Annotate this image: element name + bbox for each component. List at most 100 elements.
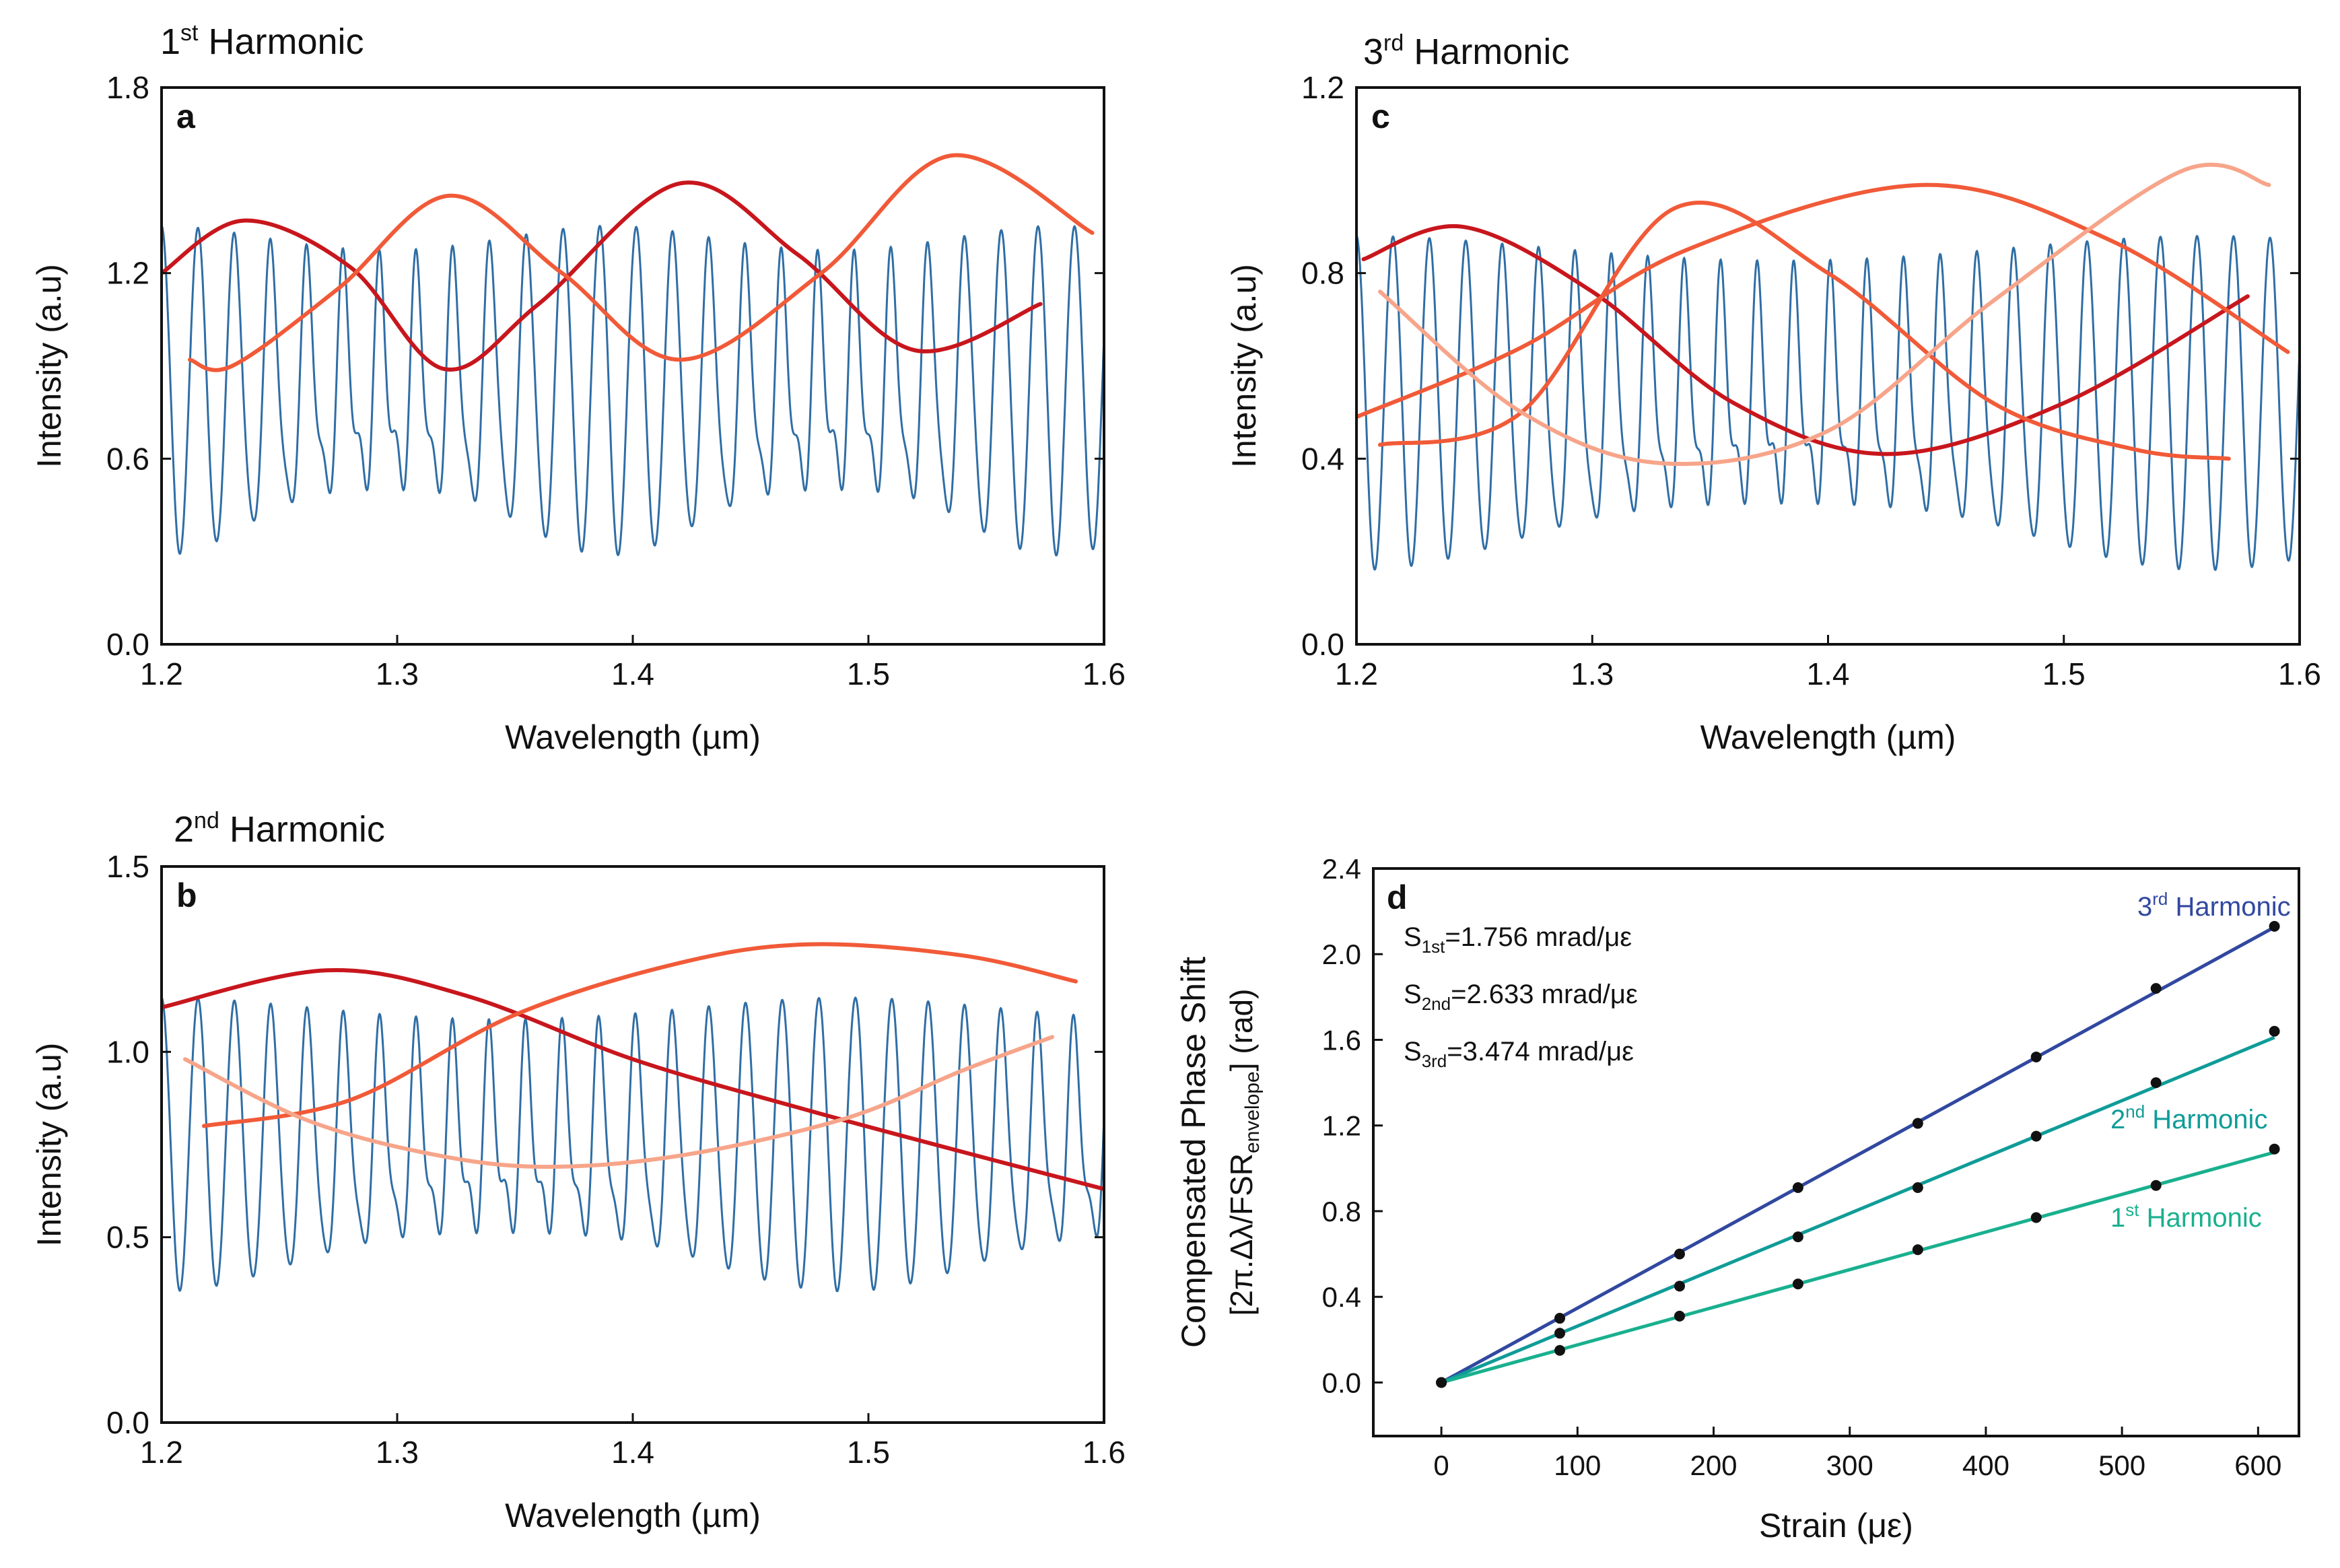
- panel-a-ylabel: Intensity (a.u): [30, 264, 68, 468]
- panel-d-point-3: [2150, 983, 2162, 994]
- panel-c-ytick-label: 0.4: [1301, 441, 1344, 476]
- panel-b-ytick-label: 1.5: [106, 849, 149, 884]
- panel-d-ytick-label: 1.2: [1322, 1110, 1361, 1142]
- panel-a-ytick-label: 0.6: [106, 441, 149, 476]
- panel-a-xtick-label: 1.5: [847, 656, 890, 691]
- panel-c-xlabel: Wavelength (µm): [1700, 718, 1956, 756]
- panel-d-point-1: [1554, 1344, 1566, 1356]
- panel-a-ytick-label: 1.8: [106, 70, 149, 105]
- panel-d-point-2: [2269, 1025, 2280, 1037]
- panel-c-signal-line: [1356, 234, 2300, 571]
- panel-d-ytick-label: 2.0: [1322, 939, 1361, 970]
- panel-d: d 3rd Harmonic 2nd Harmonic 1st Harmonic S1s…: [1175, 853, 2300, 1544]
- panel-d-label: d: [1387, 879, 1408, 916]
- panel-d-point-2: [1554, 1328, 1566, 1339]
- panel-d-xtick-label: 200: [1690, 1450, 1737, 1481]
- panel-a: 1st Harmonic a 1.2 1.3 1.4 1.5 1.6 0.0 0.6 1.2 1.8…: [30, 20, 1126, 756]
- panel-d-fit-line-3: [1440, 925, 2275, 1384]
- panel-b-title: 2nd Harmonic: [174, 808, 385, 850]
- panel-d-point-1: [1792, 1279, 1803, 1290]
- panel-b-xtick-label: 1.3: [376, 1435, 419, 1470]
- panel-c-xtick-label: 1.6: [2278, 656, 2321, 691]
- panel-c-xtick-label: 1.5: [2042, 656, 2086, 691]
- panel-a-xtick-label: 1.6: [1082, 656, 1126, 691]
- panel-d-xtick-label: 500: [2098, 1450, 2145, 1481]
- panel-d-point-1: [2150, 1180, 2162, 1191]
- panel-d-xtick-label: 400: [1962, 1450, 2009, 1481]
- panel-c-ylabel: Intensity (a.u): [1225, 264, 1263, 468]
- panel-d-point-3: [1554, 1313, 1566, 1324]
- panel-c-title: 3rd Harmonic: [1363, 30, 1569, 72]
- panel-b-xtick-label: 1.6: [1082, 1435, 1126, 1470]
- panel-b-xlabel: Wavelength (µm): [505, 1497, 761, 1534]
- panel-d-sensitivity-1: S1st=1.756 mrad/με: [1404, 922, 1632, 957]
- panel-d-ytick-label: 0.0: [1322, 1367, 1361, 1398]
- panel-b-envelope-1: [162, 967, 1104, 1192]
- panel-d-ytick-label: 1.6: [1322, 1024, 1361, 1056]
- panel-d-point-2: [1792, 1231, 1803, 1243]
- panel-a-title: 1st Harmonic: [160, 20, 364, 62]
- panel-d-series-label-1: 1st Harmonic: [2110, 1200, 2262, 1233]
- panel-d-fit-line-1: [1441, 1151, 2275, 1384]
- panel-b-ytick-label: 1.0: [106, 1034, 149, 1069]
- panel-d-sensitivity-2: S2nd=2.633 mrad/με: [1404, 980, 1638, 1014]
- panel-c-ytick-label: 0.8: [1301, 256, 1344, 291]
- panel-d-point-2: [2030, 1130, 2042, 1142]
- panel-d-point-1: [2269, 1143, 2280, 1155]
- panel-d-fit-line-2: [1441, 1035, 2275, 1384]
- panel-d-point-3: [1792, 1182, 1803, 1193]
- panel-d-series-label-2: 2nd Harmonic: [2110, 1101, 2267, 1134]
- panel-b-envelope-3: [183, 1035, 1054, 1169]
- panel-a-ytick-label: 0.0: [106, 627, 149, 662]
- panel-b-xtick-label: 1.4: [611, 1435, 654, 1470]
- panel-d-ylabel-line2: [2π.Δλ/FSRenvelope] (rad): [1224, 989, 1264, 1316]
- panel-c-label: c: [1371, 98, 1390, 135]
- panel-d-ylabel-line1: Compensated Phase Shift: [1175, 957, 1212, 1348]
- panel-c-envelope-1: [1361, 224, 2250, 456]
- panel-b-envelope-2: [202, 942, 1078, 1128]
- panel-d-plot-frame: [1372, 867, 2300, 1437]
- panel-a-envelope-1: [162, 180, 1043, 372]
- panel-d-series-label-3: 3rd Harmonic: [2137, 889, 2291, 922]
- panel-d-point-3: [1674, 1248, 1685, 1260]
- panel-d-point-1: [1436, 1377, 1447, 1388]
- panel-d-ytick-label: 0.8: [1322, 1196, 1361, 1227]
- panel-c-xtick-label: 1.3: [1571, 656, 1614, 691]
- panel-d-point-2: [1912, 1182, 1923, 1193]
- panel-c-xtick-label: 1.2: [1335, 656, 1378, 691]
- panel-b-ytick-label: 0.0: [106, 1405, 149, 1440]
- panel-b-ylabel: Intensity (a.u): [30, 1043, 68, 1247]
- panel-d-xtick-label: 100: [1554, 1450, 1601, 1481]
- panel-a-envelope-2: [188, 153, 1095, 372]
- panel-d-ytick-label: 0.4: [1322, 1281, 1361, 1313]
- panel-d-point-3: [2030, 1051, 2042, 1062]
- panel-d-point-1: [2030, 1212, 2042, 1223]
- panel-a-xlabel: Wavelength (µm): [505, 718, 761, 756]
- panel-b: 2nd Harmonic b 1.2 1.3 1.4 1.5 1.6 0.0 0.5 1.0 1.5…: [30, 808, 1126, 1534]
- panel-d-point-1: [1674, 1310, 1685, 1322]
- panel-a-signal-line: [162, 224, 1104, 557]
- panel-c-xtick-label: 1.4: [1807, 656, 1850, 691]
- panel-b-signal-line: [162, 996, 1104, 1293]
- panel-d-xtick-label: 600: [2234, 1450, 2281, 1481]
- panel-a-label: a: [176, 98, 196, 135]
- panel-a-xtick-label: 1.2: [140, 656, 183, 691]
- panel-c-plot-frame: [1355, 86, 2301, 646]
- panel-d-xtick-label: 300: [1826, 1450, 1873, 1481]
- panel-c-envelope-3: [1356, 182, 2290, 419]
- panel-d-point-2: [2150, 1077, 2162, 1089]
- panel-c-ytick-label: 1.2: [1301, 70, 1344, 105]
- panel-d-sensitivity-3: S3rd=3.474 mrad/με: [1404, 1037, 1634, 1071]
- panel-c-envelope-4: [1378, 162, 2271, 467]
- panel-c: 3rd Harmonic c 1.2 1.3 1.4 1.5 1.6 0.0 0.4 0.8 1.2…: [1225, 30, 2321, 756]
- panel-d-xtick-label: 0: [1433, 1450, 1449, 1481]
- panel-d-point-1: [1912, 1244, 1923, 1256]
- panel-a-plot-frame: [160, 86, 1105, 646]
- panel-d-xlabel: Strain (με): [1759, 1507, 1913, 1544]
- panel-d-ytick-label: 2.4: [1322, 853, 1361, 885]
- panel-b-xtick-label: 1.5: [847, 1435, 890, 1470]
- panel-b-plot-frame: [160, 865, 1105, 1424]
- panel-b-ytick-label: 0.5: [106, 1220, 149, 1255]
